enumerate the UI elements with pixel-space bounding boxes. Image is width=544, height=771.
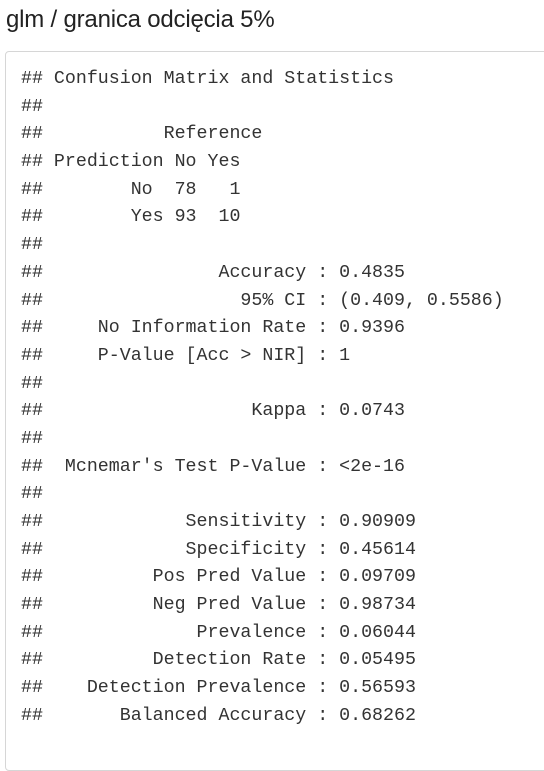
- output-line: ## Pos Pred Value : 0.09709: [21, 567, 416, 588]
- section-heading: glm / granica odcięcia 5%: [6, 6, 275, 33]
- output-line: ## Sensitivity : 0.90909: [21, 512, 416, 532]
- output-line: ## Balanced Accuracy : 0.68262: [21, 705, 416, 726]
- output-line: ## No Information Rate : 0.9396: [21, 318, 405, 339]
- output-line: ##: [21, 96, 43, 117]
- output-line: ## Reference: [21, 124, 263, 145]
- output-line: ##: [21, 484, 43, 505]
- output-line: ## 95% CI : (0.409, 0.5586): [21, 290, 504, 311]
- output-line: ## Detection Prevalence : 0.56593: [21, 678, 416, 699]
- output-line: ## Confusion Matrix and Statistics: [21, 69, 394, 89]
- output-line: ## No 78 1: [21, 179, 241, 200]
- code-output-box: [5, 51, 544, 771]
- output-line: ## Specificity : 0.45614: [21, 539, 416, 560]
- output-line: ## Yes 93 10: [21, 207, 241, 228]
- code-output: ## Confusion Matrix and Statistics ## ## R…: [21, 66, 504, 731]
- output-line: ##: [21, 235, 43, 256]
- output-line: ## P-Value [Acc > NIR] : 1: [21, 345, 351, 366]
- output-line: ##: [21, 373, 43, 394]
- output-line: ## Detection Rate : 0.05495: [21, 650, 416, 671]
- output-line: ## Accuracy : 0.4835: [21, 262, 405, 283]
- output-line: ## Mcnemar's Test P-Value : <2e-16: [21, 456, 405, 477]
- output-line: ##: [21, 428, 43, 449]
- output-line: ## Kappa : 0.0743: [21, 401, 405, 422]
- output-line: ## Prevalence : 0.06044: [21, 622, 416, 643]
- output-line: ## Neg Pred Value : 0.98734: [21, 595, 416, 616]
- output-line: ## Prediction No Yes: [21, 152, 241, 173]
